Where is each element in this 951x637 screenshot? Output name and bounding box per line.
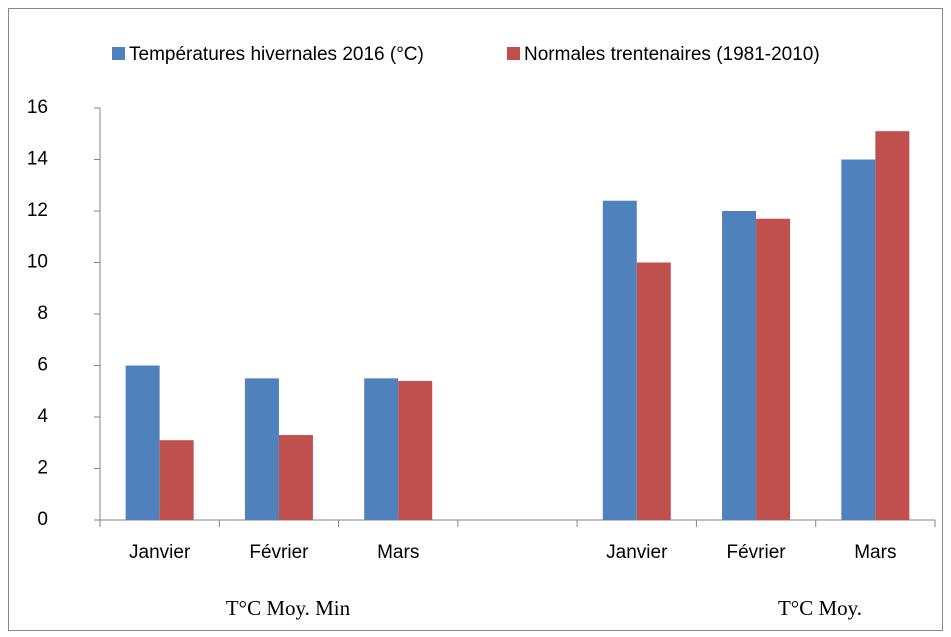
x-tick-label: Février xyxy=(727,542,787,563)
bar xyxy=(636,262,671,520)
legend-label: Températures hivernales 2016 (°C) xyxy=(129,44,424,65)
x-tick-label: Février xyxy=(249,542,309,563)
y-tick-label: 8 xyxy=(37,303,48,324)
y-tick-label: 10 xyxy=(27,252,48,273)
bar xyxy=(722,211,757,520)
x-tick-label: Janvier xyxy=(129,542,191,563)
group-label: T°C Moy. Min xyxy=(226,596,351,620)
group-label: T°C Moy. xyxy=(778,596,862,620)
bar xyxy=(841,159,876,520)
bar xyxy=(159,440,194,520)
bar xyxy=(398,380,433,520)
legend-swatch xyxy=(507,47,520,60)
bar xyxy=(602,200,637,520)
bar xyxy=(125,365,160,520)
y-tick-label: 2 xyxy=(37,458,48,479)
y-tick-label: 14 xyxy=(27,149,49,170)
bar xyxy=(364,378,399,520)
legend-label: Normales trentenaires (1981-2010) xyxy=(524,44,820,65)
x-tick-label: Janvier xyxy=(606,542,668,563)
y-tick-label: 12 xyxy=(27,200,48,221)
x-tick-label: Mars xyxy=(854,542,896,563)
x-tick-label: Mars xyxy=(377,542,419,563)
y-tick-label: 6 xyxy=(37,355,48,376)
y-tick-label: 16 xyxy=(27,97,48,118)
y-tick-label: 0 xyxy=(37,509,48,530)
chart-frame xyxy=(8,8,943,631)
y-tick-label: 4 xyxy=(37,406,48,427)
bar xyxy=(278,435,313,520)
bar xyxy=(875,131,910,521)
bar xyxy=(244,378,279,520)
legend-swatch xyxy=(112,47,125,60)
bar xyxy=(756,218,791,520)
